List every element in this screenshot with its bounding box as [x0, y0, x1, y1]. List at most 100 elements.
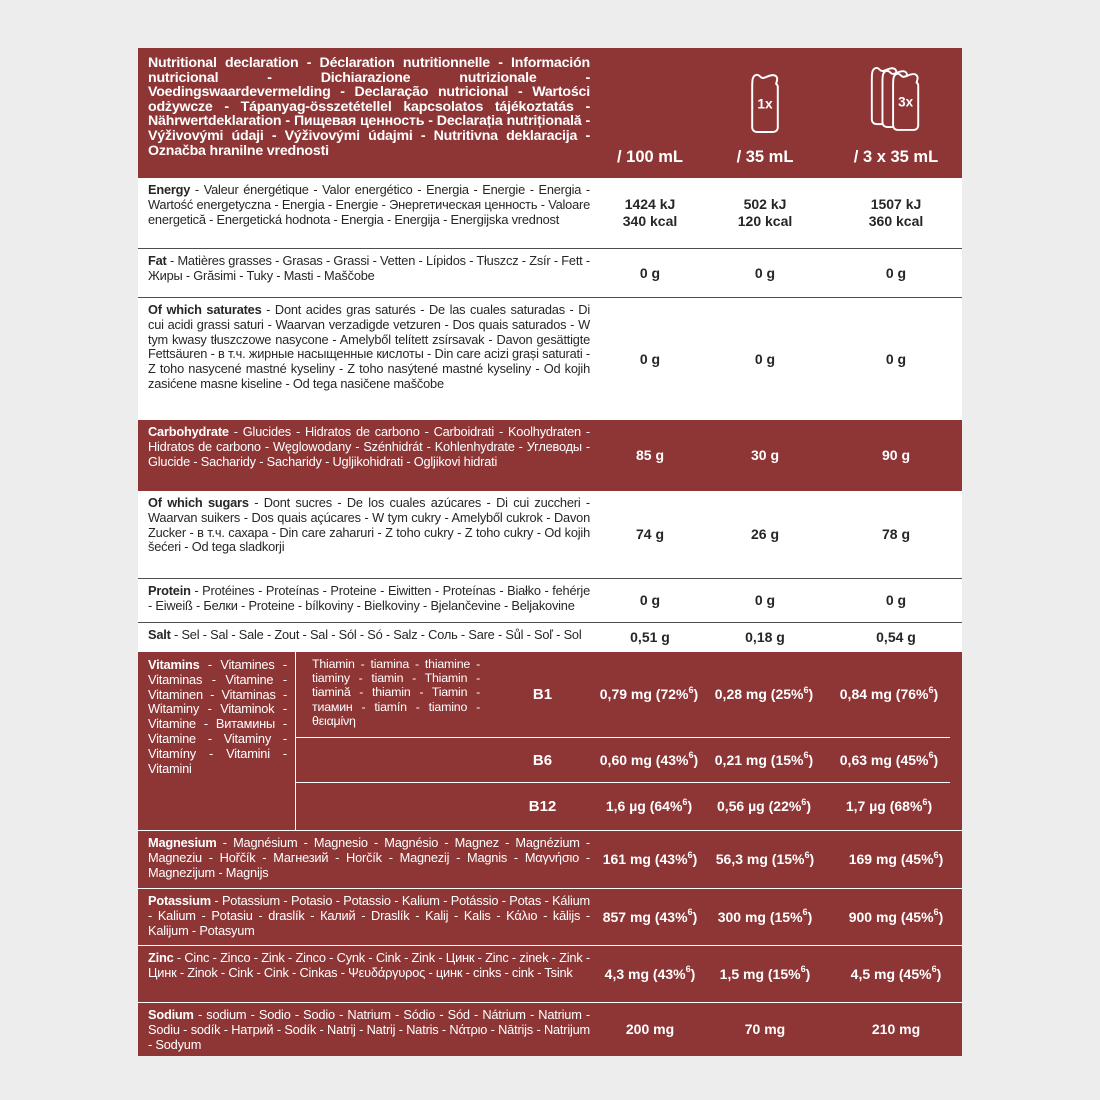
table-header: Nutritional declaration - Déclaration nu… [138, 48, 962, 178]
protein-value-per-3x35ml: 0 g [885, 592, 907, 608]
magnesium-value-per-35ml: 56,3 mg (15% 6) [715, 849, 815, 867]
row-label-protein: Protein - Protéines - Proteínas - Protei… [138, 579, 600, 622]
sugars-term: Of which sugars [148, 495, 249, 510]
carbohydrate-term: Carbohydrate [148, 424, 229, 439]
potassium-value-per-35ml: 300 mg (15% 6) [717, 907, 813, 925]
vitamin-B1-value-per-100ml: 0,79 mg (72% 6) [599, 684, 699, 702]
fat-value-per-100ml: 0 g [639, 264, 661, 281]
zinc-value-per-3x35ml: 4,5 mg (45% 6) [850, 964, 942, 982]
magnesium-translations: - Magnésium - Magnesio - Magnésio - Magn… [148, 835, 590, 880]
fat-translations: - Matières grasses - Grasas - Grassi - V… [148, 253, 590, 283]
vitamin-B6-value-per-100ml: 0,60 mg (43% 6) [599, 750, 699, 768]
carbohydrate-translations: - Glucides - Hidratos de carbono - Carbo… [148, 424, 590, 469]
protein-value-per-100ml: 0 g [639, 592, 661, 608]
carbohydrate-value-per-35ml: 30 g [750, 447, 779, 463]
saturates-term: Of which saturates [148, 302, 262, 317]
vitamins-translations: - Vitamines - Vitaminas - Vitamine - Vit… [148, 657, 287, 776]
gel-sachet-triple-icon: 3x [867, 64, 925, 139]
row-sodium: Sodium - sodium - Sodio - Sodio - Natriu… [138, 1002, 962, 1057]
unit-per-100ml: / 100 mL [616, 148, 684, 166]
sugars-value-per-35ml: 26 g [750, 526, 779, 542]
row-protein: Protein - Protéines - Proteínas - Protei… [138, 578, 962, 622]
vitamin-B1-value-per-3x35ml: 0,84 mg (76% 6) [839, 684, 939, 702]
vitamin-B6-value-per-3x35ml: 0,63 mg (45% 6) [839, 750, 939, 768]
sodium-value-per-35ml: 70 mg [744, 1021, 786, 1038]
sugars-translations: - Dont sucres - De los cuales azúcares -… [148, 495, 590, 555]
energy-value-per-3x35ml: 1507 kJ 360 kcal [868, 196, 924, 229]
sachet-count-3x: 3x [898, 95, 914, 110]
row-fat: Fat - Matières grasses - Grasas - Grassi… [138, 248, 962, 297]
magnesium-value-per-3x35ml: 169 mg (45% 6) [848, 849, 944, 867]
carbohydrate-value-per-100ml: 85 g [635, 447, 664, 463]
row-label-saturates: Of which saturates - Dont acides gras sa… [138, 298, 600, 420]
row-label-potassium: Potassium - Potassium - Potasio - Potass… [138, 889, 600, 945]
vitamin-B1-label: B1 [532, 686, 553, 703]
energy-value-per-100ml: 1424 kJ 340 kcal [622, 196, 678, 229]
zinc-translations: - Cinc - Zinco - Zink - Zinco - Cynk - C… [148, 950, 590, 980]
potassium-value-per-100ml: 857 mg (43% 6) [602, 907, 698, 925]
vitamin-row-B12: B12 1,6 µg (64% 6) 0,56 µg (22% 6) 1,7 µg (68… [296, 782, 950, 830]
vitamin-B1-value-per-35ml: 0,28 mg (25% 6) [714, 684, 814, 702]
magnesium-value-per-100ml: 161 mg (43% 6) [602, 849, 698, 867]
row-label-sugars: Of which sugars - Dont sucres - De los c… [138, 491, 600, 578]
saturates-value-per-3x35ml: 0 g [885, 350, 907, 367]
fat-term: Fat [148, 253, 167, 268]
sugars-value-per-3x35ml: 78 g [881, 526, 910, 542]
vitamin-row-B1: Thiamin - tiamina - thiamine - tiaminy -… [296, 652, 950, 737]
row-vitamins: Vitamins - Vitamines - Vitaminas - Vitam… [138, 652, 962, 830]
row-saturates: Of which saturates - Dont acides gras sa… [138, 297, 962, 420]
vitamins-label: Vitamins - Vitamines - Vitaminas - Vitam… [138, 652, 296, 830]
vitamin-B12-value-per-35ml: 0,56 µg (22% 6) [716, 796, 812, 814]
row-salt: Salt - Sel - Sal - Sale - Zout - Sal - S… [138, 622, 962, 652]
saturates-value-per-100ml: 0 g [639, 350, 661, 367]
row-label-sodium: Sodium - sodium - Sodio - Sodio - Natriu… [138, 1003, 600, 1056]
row-zinc: Zinc - Cinc - Zinco - Zink - Zinco - Cyn… [138, 945, 962, 1002]
rows-container: Energy - Valeur énergétique - Valor ener… [138, 178, 962, 1057]
vitamin-B6-value-per-35ml: 0,21 mg (15% 6) [714, 750, 814, 768]
header-title: Nutritional declaration - Déclaration nu… [148, 55, 590, 159]
salt-translations: - Sel - Sal - Sale - Zout - Sal - Sól - … [170, 627, 582, 642]
row-label-energy: Energy - Valeur énergétique - Valor ener… [138, 178, 600, 248]
vitamin-row-B6: B6 0,60 mg (43% 6) 0,21 mg (15% 6) 0,63 mg (4… [296, 737, 950, 782]
vitamin-B1-names: Thiamin - tiamina - thiamine - tiaminy -… [312, 657, 480, 728]
energy-term: Energy [148, 182, 191, 197]
salt-term: Salt [148, 627, 171, 642]
saturates-value-per-35ml: 0 g [754, 350, 776, 367]
vitamin-B6-label: B6 [532, 751, 553, 769]
unit-per-35ml: / 35 mL [736, 148, 794, 166]
fat-value-per-3x35ml: 0 g [885, 264, 907, 281]
row-magnesium: Magnesium - Magnésium - Magnesio - Magné… [138, 830, 962, 888]
potassium-term: Potassium [148, 893, 211, 908]
nutrition-table: Nutritional declaration - Déclaration nu… [138, 48, 962, 1057]
sachet-count-1x: 1x [757, 96, 773, 111]
protein-value-per-35ml: 0 g [754, 592, 776, 608]
sodium-value-per-100ml: 200 mg [625, 1021, 675, 1038]
salt-value-per-35ml: 0,18 g [745, 629, 785, 645]
header-col-per-35ml: 1x / 35 mL [700, 48, 830, 178]
sodium-translations: - sodium - Sodio - Sodio - Natrium - Sód… [148, 1007, 590, 1052]
protein-term: Protein [148, 583, 191, 598]
sugars-value-per-100ml: 74 g [635, 526, 664, 542]
salt-value-per-100ml: 0,51 g [630, 629, 670, 645]
row-sugars: Of which sugars - Dont sucres - De los c… [138, 491, 962, 578]
fat-value-per-35ml: 0 g [754, 264, 776, 281]
row-label-salt: Salt - Sel - Sal - Sale - Zout - Sal - S… [138, 623, 600, 652]
vitamin-B12-label: B12 [528, 798, 557, 815]
carbohydrate-value-per-3x35ml: 90 g [881, 447, 910, 463]
vitamin-B12-value-per-3x35ml: 1,7 µg (68% 6) [845, 796, 933, 814]
row-carbohydrate: Carbohydrate - Glucides - Hidratos de ca… [138, 420, 962, 491]
row-label-fat: Fat - Matières grasses - Grasas - Grassi… [138, 249, 600, 297]
salt-value-per-3x35ml: 0,54 g [876, 629, 916, 645]
vitamin-B6-names [296, 738, 486, 782]
zinc-value-per-100ml: 4,3 mg (43% 6) [604, 964, 696, 982]
potassium-value-per-3x35ml: 900 mg (45% 6) [848, 907, 944, 925]
row-label-carbohydrate: Carbohydrate - Glucides - Hidratos de ca… [138, 420, 600, 491]
magnesium-term: Magnesium [148, 835, 217, 850]
saturates-translations: - Dont acides gras saturés - De las cual… [148, 302, 590, 391]
unit-per-3x35ml: / 3 x 35 mL [853, 148, 939, 166]
protein-translations: - Protéines - Proteínas - Proteine - Eiw… [148, 583, 590, 613]
row-label-zinc: Zinc - Cinc - Zinco - Zink - Zinco - Cyn… [138, 946, 600, 1002]
energy-translations: - Valeur énergétique - Valor energético … [148, 182, 590, 227]
sodium-term: Sodium [148, 1007, 194, 1022]
row-label-magnesium: Magnesium - Magnésium - Magnesio - Magné… [138, 831, 600, 888]
